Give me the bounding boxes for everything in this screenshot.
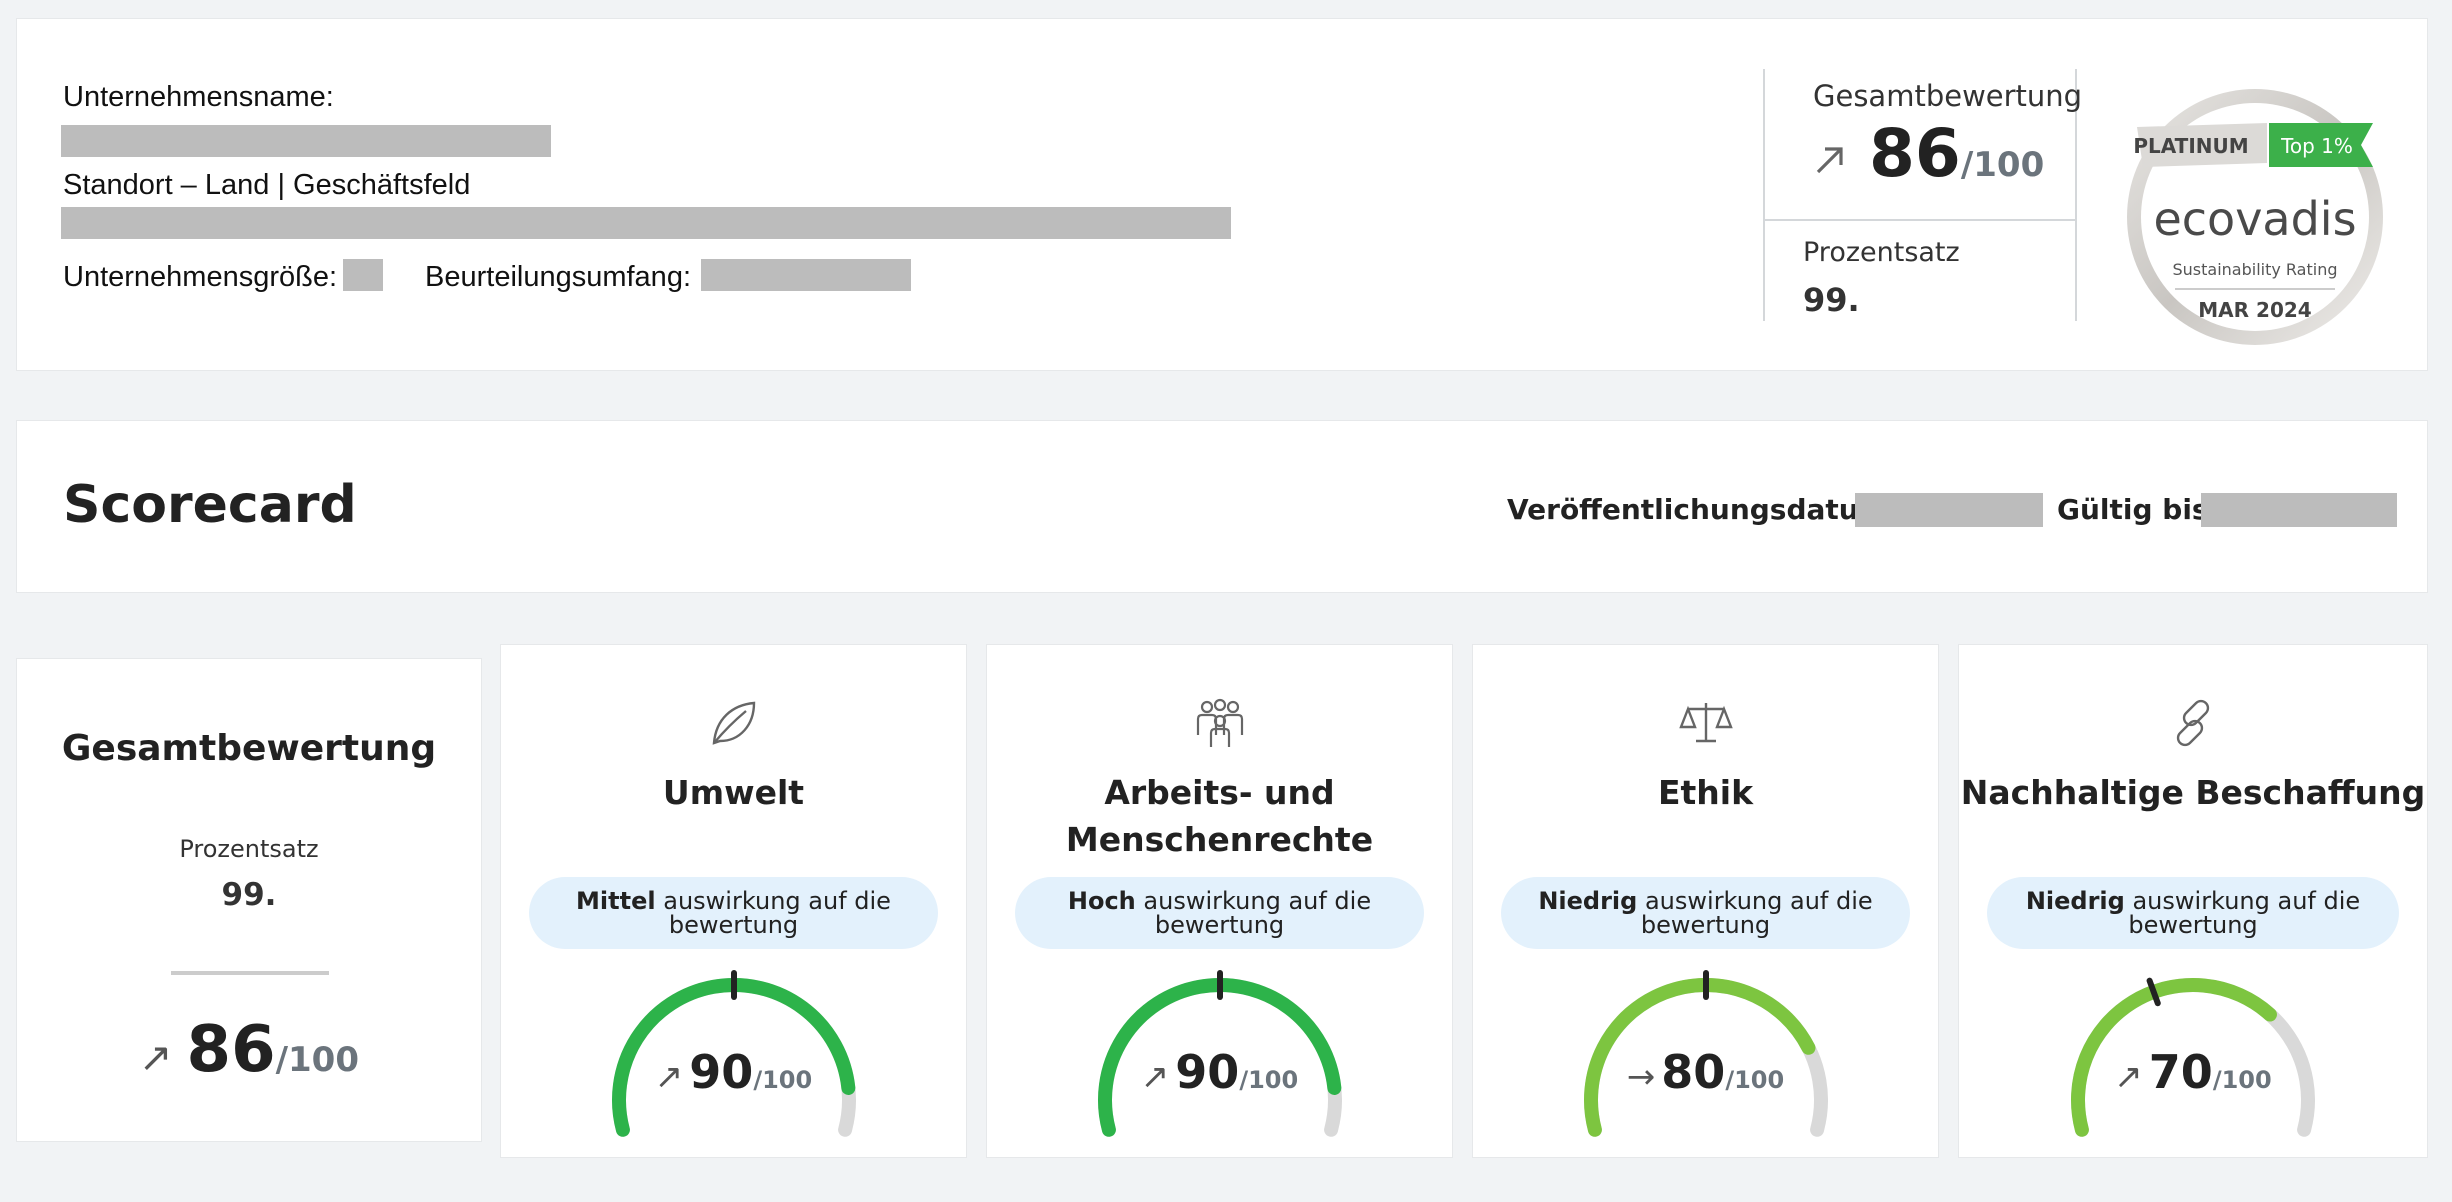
overall-card-score-value: 86 bbox=[186, 1013, 276, 1087]
company-name-label: Unternehmensname: bbox=[63, 81, 334, 113]
theme-score-max: /100 bbox=[1725, 1066, 1785, 1094]
summary-divider-right bbox=[2075, 69, 2077, 321]
impact-text: auswirkung auf die bewertung bbox=[2128, 887, 2361, 939]
scorecard-title: Scorecard bbox=[63, 475, 357, 535]
valid-until-label: Gültig bis: bbox=[2057, 493, 2220, 526]
impact-text: auswirkung auf die bewertung bbox=[1143, 887, 1372, 939]
valid-until-redacted bbox=[2201, 493, 2397, 527]
theme-card-ethik[interactable]: Ethik Niedrig auswirkung auf die bewertu… bbox=[1472, 644, 1939, 1158]
gauge-marker bbox=[2146, 977, 2161, 1007]
overall-score: 86/100 bbox=[1869, 115, 2044, 192]
score-gauge bbox=[1097, 970, 1342, 1137]
impact-text: auswirkung auf die bewertung bbox=[1640, 887, 1873, 939]
trend-icon: ↗ bbox=[654, 1057, 684, 1097]
people-icon bbox=[1196, 698, 1243, 747]
gauge-fill bbox=[611, 978, 855, 1137]
percentile-label: Prozentsatz bbox=[1803, 237, 1960, 268]
theme-score-value: 80 bbox=[1661, 1045, 1726, 1099]
medal-date: MAR 2024 bbox=[2198, 298, 2311, 322]
company-name-redacted bbox=[61, 125, 551, 157]
scales-icon bbox=[1678, 703, 1733, 743]
gauge-fill bbox=[1583, 978, 1815, 1137]
medal-level-text: PLATINUM bbox=[2133, 134, 2248, 158]
theme-score: ↗ 90/100 bbox=[987, 1045, 1452, 1099]
overall-score-title: Gesamtbewertung bbox=[1813, 79, 2083, 113]
summary-divider-left bbox=[1763, 69, 1765, 321]
gauge-fill bbox=[2071, 978, 2277, 1137]
trend-up-icon bbox=[1816, 147, 1843, 174]
publication-date-label: Veröffentlichungsdatum: bbox=[1507, 493, 1900, 526]
impact-badge: Niedrig auswirkung auf die bewertung bbox=[1501, 877, 1910, 949]
overall-card-title: Gesamtbewertung bbox=[61, 728, 437, 769]
theme-title: Arbeits- und Menschenrechte bbox=[1065, 773, 1374, 859]
overall-score-card: Gesamtbewertung Prozentsatz 99. ↗ 86/100 bbox=[16, 658, 482, 1142]
theme-score-value: 90 bbox=[1175, 1045, 1240, 1099]
theme-title: Umwelt bbox=[662, 773, 805, 812]
gauge-fill bbox=[1097, 978, 1341, 1137]
overall-card-score: ↗ 86/100 bbox=[17, 1013, 481, 1087]
theme-card-umwelt[interactable]: Umwelt Mittel auswirkung auf die bewertu… bbox=[500, 644, 967, 1158]
theme-score-max: /100 bbox=[753, 1066, 813, 1094]
theme-score: → 80/100 bbox=[1473, 1045, 1938, 1099]
scorecard-header: Scorecard Veröffentlichungsdatum: Gültig… bbox=[16, 420, 2428, 593]
trend-icon: ↗ bbox=[2114, 1057, 2143, 1097]
theme-score: ↗ 90/100 bbox=[501, 1045, 966, 1099]
company-header-panel: Unternehmensname: Standort – Land | Gesc… bbox=[16, 18, 2428, 371]
assessment-scope-redacted bbox=[701, 259, 911, 291]
theme-card-arbeits-und-menschenrechte[interactable]: Arbeits- und Menschenrechte Hoch auswirk… bbox=[986, 644, 1453, 1158]
impact-level: Niedrig bbox=[2025, 887, 2125, 915]
theme-score-max: /100 bbox=[2212, 1066, 2272, 1094]
impact-badge: Hoch auswirkung auf die bewertung bbox=[1015, 877, 1424, 949]
publication-date-redacted bbox=[1855, 493, 2043, 527]
ecovadis-platinum-medal: PLATINUM Top 1% ecovadis Sustainability … bbox=[2127, 89, 2383, 345]
theme-score-value: 70 bbox=[2148, 1045, 2213, 1099]
impact-text: auswirkung auf die bewertung bbox=[663, 887, 891, 939]
chain-icon bbox=[2176, 699, 2210, 747]
score-gauge bbox=[611, 970, 856, 1137]
location-redacted bbox=[61, 207, 1231, 239]
impact-level: Mittel bbox=[576, 887, 656, 915]
assessment-scope-label: Beurteilungsumfang: bbox=[425, 261, 691, 293]
impact-badge: Niedrig auswirkung auf die bewertung bbox=[1987, 877, 2399, 949]
ecovadis-logo-text: ecovadis bbox=[2153, 192, 2356, 246]
overall-card-percentile-label: Prozentsatz bbox=[179, 835, 319, 863]
company-size-redacted bbox=[343, 259, 383, 291]
theme-card-nachhaltige-beschaffung[interactable]: Nachhaltige Beschaffung Niedrig auswirku… bbox=[1958, 644, 2428, 1158]
summary-divider-middle bbox=[1763, 219, 2075, 221]
trend-icon: → bbox=[1626, 1057, 1656, 1097]
percentile-value: 99. bbox=[1803, 281, 1860, 319]
overall-card-divider bbox=[171, 971, 329, 975]
medal-top-percent: Top 1% bbox=[2280, 134, 2353, 158]
overall-score-value: 86 bbox=[1869, 115, 1961, 192]
location-label: Standort – Land | Geschäftsfeld bbox=[63, 169, 471, 201]
theme-title: Nachhaltige Beschaffung bbox=[1960, 773, 2426, 812]
medal-subtitle: Sustainability Rating bbox=[2172, 260, 2337, 279]
score-gauge bbox=[1583, 970, 1828, 1137]
score-gauge bbox=[2071, 977, 2315, 1137]
impact-level: Hoch bbox=[1067, 887, 1136, 915]
impact-badge: Mittel auswirkung auf die bewertung bbox=[529, 877, 938, 949]
impact-level: Niedrig bbox=[1538, 887, 1638, 915]
overall-score-max: /100 bbox=[1960, 145, 2045, 185]
company-size-label: Unternehmensgröße: bbox=[63, 261, 338, 293]
theme-score-max: /100 bbox=[1239, 1066, 1299, 1094]
leaf-icon bbox=[712, 701, 755, 745]
trend-up-icon: ↗ bbox=[139, 1035, 173, 1081]
trend-icon: ↗ bbox=[1140, 1057, 1170, 1097]
overall-card-percentile-value: 99. bbox=[221, 877, 277, 913]
theme-title: Ethik bbox=[1657, 773, 1754, 812]
theme-score: ↗ 70/100 bbox=[1959, 1045, 2427, 1099]
overall-card-score-max: /100 bbox=[275, 1040, 359, 1080]
theme-score-value: 90 bbox=[689, 1045, 754, 1099]
